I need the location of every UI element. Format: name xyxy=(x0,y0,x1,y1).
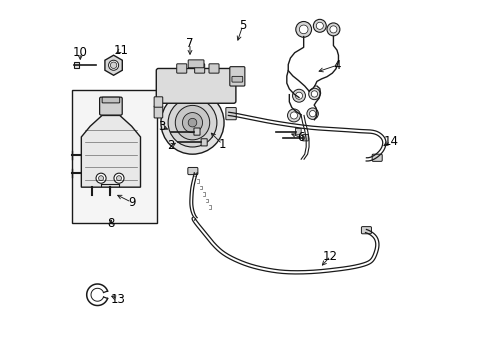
Circle shape xyxy=(168,98,217,147)
Circle shape xyxy=(295,22,311,37)
Circle shape xyxy=(188,118,196,127)
Text: 11: 11 xyxy=(113,44,128,57)
Circle shape xyxy=(182,113,202,133)
Circle shape xyxy=(326,23,339,36)
Text: 5: 5 xyxy=(239,19,246,32)
FancyBboxPatch shape xyxy=(231,76,242,82)
Text: 8: 8 xyxy=(107,217,115,230)
Circle shape xyxy=(299,25,307,34)
Text: 7: 7 xyxy=(186,37,193,50)
Circle shape xyxy=(287,109,300,122)
Circle shape xyxy=(316,22,323,30)
FancyBboxPatch shape xyxy=(154,106,163,118)
FancyBboxPatch shape xyxy=(295,129,301,135)
Circle shape xyxy=(306,108,318,120)
FancyBboxPatch shape xyxy=(194,64,204,73)
Circle shape xyxy=(290,112,297,119)
FancyBboxPatch shape xyxy=(102,97,120,103)
Text: 14: 14 xyxy=(383,135,398,148)
FancyBboxPatch shape xyxy=(225,108,236,120)
Circle shape xyxy=(96,173,106,183)
Text: 1: 1 xyxy=(218,138,225,150)
Text: 3: 3 xyxy=(158,121,165,134)
Polygon shape xyxy=(105,55,122,75)
FancyBboxPatch shape xyxy=(154,97,163,107)
Circle shape xyxy=(311,91,317,97)
Polygon shape xyxy=(81,116,140,187)
Circle shape xyxy=(313,19,325,32)
Circle shape xyxy=(308,88,320,100)
FancyBboxPatch shape xyxy=(188,60,203,68)
Circle shape xyxy=(295,92,302,99)
Circle shape xyxy=(114,173,124,183)
Circle shape xyxy=(161,91,224,154)
FancyBboxPatch shape xyxy=(100,97,122,115)
FancyBboxPatch shape xyxy=(176,64,186,73)
Text: 10: 10 xyxy=(73,46,87,59)
Text: 2: 2 xyxy=(167,139,174,152)
Circle shape xyxy=(108,60,119,70)
FancyBboxPatch shape xyxy=(361,226,371,234)
FancyBboxPatch shape xyxy=(371,154,382,161)
Text: 12: 12 xyxy=(323,249,337,262)
Circle shape xyxy=(309,111,315,117)
FancyBboxPatch shape xyxy=(156,68,235,103)
Bar xyxy=(72,90,156,223)
Circle shape xyxy=(116,176,121,181)
FancyBboxPatch shape xyxy=(187,167,198,175)
Circle shape xyxy=(329,26,336,33)
Text: 6: 6 xyxy=(297,131,305,144)
Circle shape xyxy=(292,89,305,102)
FancyBboxPatch shape xyxy=(229,67,244,86)
Circle shape xyxy=(175,105,209,140)
Text: 4: 4 xyxy=(333,59,340,72)
FancyBboxPatch shape xyxy=(302,134,308,141)
FancyBboxPatch shape xyxy=(194,128,200,135)
Text: 9: 9 xyxy=(127,196,135,209)
Text: 13: 13 xyxy=(111,293,125,306)
Circle shape xyxy=(99,176,103,181)
FancyBboxPatch shape xyxy=(74,62,79,68)
Circle shape xyxy=(110,62,117,68)
FancyBboxPatch shape xyxy=(201,139,207,146)
FancyBboxPatch shape xyxy=(208,64,219,73)
